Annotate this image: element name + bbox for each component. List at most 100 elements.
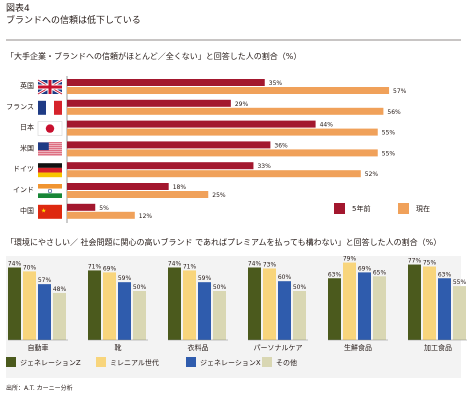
vbar-bar — [118, 282, 131, 340]
hbar-bar — [67, 211, 135, 219]
hbar-legend-swatch — [398, 203, 409, 214]
vbar-value-label: 63% — [328, 271, 342, 278]
vbar-value-label: 69% — [358, 265, 372, 272]
vbar-legend-swatch — [6, 357, 16, 367]
hbar-category-label: 英国 — [20, 81, 34, 90]
japan-flag-icon — [37, 121, 63, 136]
hbar-bar — [67, 191, 209, 198]
vbar-bar — [328, 278, 341, 340]
hbar-category-label: インド — [13, 186, 34, 194]
vbar-legend-label: ジェネレーションX — [200, 359, 261, 367]
vbar-value-label: 55% — [453, 279, 467, 286]
vbar-value-label: 74% — [8, 260, 22, 267]
vbar-bar — [293, 291, 306, 340]
svg-text:★: ★ — [41, 208, 46, 215]
vbar-value-label: 60% — [278, 274, 292, 281]
vbar-value-label: 50% — [293, 284, 307, 291]
figure-label: 図表4 — [6, 4, 30, 14]
hbar-bar — [67, 79, 265, 86]
hbar-value-label: 12% — [139, 213, 153, 220]
source-note: 出所：A.T. カーニー分析 — [6, 385, 73, 392]
hbar-bar — [67, 170, 361, 178]
vbar-category-label: パーソナルケア — [254, 344, 303, 352]
hbar-value-label: 57% — [393, 88, 407, 95]
vbar-value-label: 73% — [263, 261, 277, 268]
hbar-value-label: 52% — [365, 171, 379, 178]
vbar-category-label: 自動車 — [28, 343, 49, 352]
hbar-legend-label: 5年前 — [352, 204, 370, 213]
vbar-bar — [183, 270, 196, 340]
vbar-value-label: 50% — [213, 284, 227, 291]
vbar-category-label: 衣料品 — [188, 343, 209, 352]
vbar-legend-label: ジェネレーションZ — [20, 359, 81, 367]
vbar-legend-label: その他 — [276, 358, 297, 367]
vbar-bar — [23, 271, 36, 340]
vbar-bar — [168, 267, 181, 340]
vbar-bar — [88, 270, 101, 340]
hbar-value-label: 33% — [257, 163, 271, 170]
horizontal-bar-chart: 英国 35% 57% フランス 29% 56% 日本 44% 55% 米国 36% 55% ドイツ 33%… — [6, 76, 430, 223]
vbar-value-label: 79% — [343, 256, 357, 263]
vbar-bar — [53, 292, 66, 340]
vbar-bar — [423, 266, 436, 340]
hbar-legend-swatch — [334, 203, 345, 214]
hbar-value-label: 18% — [173, 184, 187, 191]
hbar-category-label: 米国 — [20, 143, 34, 152]
hbar-value-label: 36% — [274, 142, 288, 149]
vbar-bar — [8, 267, 21, 340]
chart1-panel — [6, 70, 461, 227]
vbar-value-label: 50% — [133, 284, 147, 291]
hbar-value-label: 5% — [99, 205, 109, 212]
vbar-legend-label: ミレニアル世代 — [110, 358, 159, 367]
hbar-category-label: 中国 — [20, 206, 34, 215]
vbar-value-label: 74% — [168, 260, 182, 267]
vbar-value-label: 75% — [423, 260, 437, 267]
vbar-bar — [103, 272, 116, 340]
vbar-bar — [133, 291, 146, 340]
vbar-value-label: 71% — [183, 263, 197, 270]
vbar-value-label: 74% — [248, 260, 262, 267]
hbar-bar — [67, 99, 231, 107]
vbar-value-label: 48% — [53, 286, 67, 293]
vbar-legend-swatch — [262, 357, 272, 367]
vbar-category-label: 靴 — [115, 343, 122, 352]
hbar-legend-label: 現在 — [416, 204, 430, 213]
hbar-value-label: 44% — [320, 122, 334, 129]
vbar-bar — [263, 268, 276, 340]
vbar-bar — [373, 276, 386, 340]
hbar-bar — [67, 128, 378, 136]
vbar-value-label: 71% — [88, 263, 102, 270]
chart1-title: 「大手企業・ブランドへの信頼がほとんど／全くない」と回答した人の割合（%） — [6, 52, 302, 61]
vbar-bar — [213, 291, 226, 340]
hbar-bar — [67, 149, 378, 157]
uk-flag-icon — [37, 78, 63, 96]
hbar-bar — [67, 162, 254, 170]
vbar-bar — [343, 262, 356, 340]
vbar-bar — [453, 286, 466, 340]
vbar-value-label: 69% — [103, 265, 117, 272]
usa-flag-icon — [38, 142, 62, 157]
china-flag-icon: ★ — [38, 204, 62, 219]
vbar-bar — [278, 281, 291, 340]
hbar-category-label: フランス — [6, 103, 34, 111]
hbar-value-label: 56% — [387, 109, 401, 116]
vbar-value-label: 57% — [38, 277, 52, 284]
figure-title: ブランドへの信頼は低下している — [6, 16, 141, 26]
vbar-value-label: 77% — [408, 258, 422, 265]
chart2-title: 「環境にやさしい／ 社会問題に関心の高いブランド であればプレミアムを払っても構… — [6, 238, 442, 247]
vbar-value-label: 63% — [438, 271, 452, 278]
france-flag-icon — [38, 100, 62, 115]
vbar-legend-swatch — [96, 357, 106, 367]
vbar-category-label: 生鮮食品 — [344, 343, 372, 352]
hbar-value-label: 29% — [235, 101, 249, 108]
vbar-value-label: 59% — [118, 275, 132, 282]
hbar-bar — [67, 107, 384, 115]
vbar-bar — [248, 267, 261, 340]
vbar-bar — [198, 282, 211, 340]
vbar-bar — [438, 278, 451, 340]
vbar-bar — [358, 272, 371, 340]
vbar-category-label: 加工食品 — [424, 343, 452, 352]
hbar-bar — [67, 203, 96, 211]
